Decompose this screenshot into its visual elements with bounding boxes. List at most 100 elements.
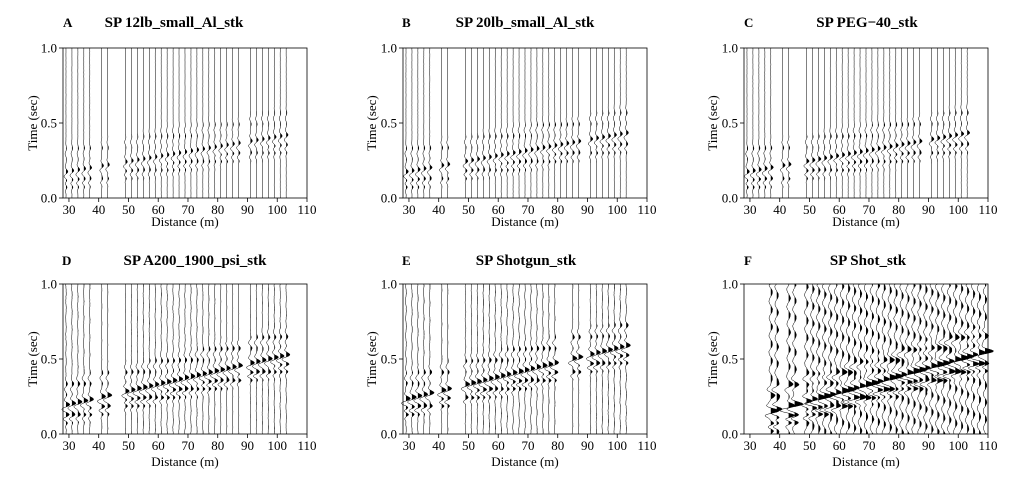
trace-fill [919,110,923,164]
x-axis-label: Distance (m) [151,214,219,229]
trace-fill [961,110,964,155]
trace-fill [985,284,994,434]
trace-wiggle [498,47,504,199]
x-tick-label: 40 [773,202,786,217]
trace-fill [65,145,68,197]
trace-fill [554,284,559,425]
seismic-trace [869,47,875,199]
seismic-trace [159,48,164,199]
trace-fill [764,145,768,190]
trace-wiggle [99,47,104,199]
seismic-trace [522,47,528,199]
seismic-trace [228,283,238,435]
x-tick-label: 100 [948,202,968,217]
trace-wiggle [492,47,498,199]
seismic-trace [895,283,907,435]
y-ticks: 0.0 0.5 1.0 [381,41,403,206]
trace-wiggle [866,283,881,435]
y-tick-label: 0.0 [381,427,397,442]
trace-wiggle [421,47,427,199]
seismic-trace [936,283,952,435]
trace-fill [871,121,875,172]
seismic-trace [147,47,152,199]
trace-fill [280,308,285,434]
seismic-trace [170,47,176,199]
trace-wiggle [409,47,415,199]
seismic-trace [194,47,200,199]
trace-fill [554,121,558,164]
trace-fill [238,112,241,164]
seismic-trace [821,47,828,199]
seismic-trace [260,47,265,199]
seismic-trace [188,47,194,199]
seismic-trace [132,283,142,435]
trace-wiggle [779,283,796,435]
seismic-trace [413,283,423,435]
trace-wiggle [919,283,931,435]
x-tick-label: 90 [581,438,594,453]
trace-fill [854,123,857,173]
trace-wiggle [151,283,160,435]
trace-wiggle [129,47,134,199]
seismic-trace [970,283,986,435]
x-tick-label: 80 [211,438,224,453]
panel-title: SP A200_1900_psi_stk [124,253,268,269]
trace-fill [566,113,569,164]
seismic-trace [206,47,211,199]
seismic-trace [923,283,939,435]
trace-wiggle [474,47,481,199]
seismic-trace [484,283,494,435]
seismic-trace [604,283,613,435]
seismic-trace [801,283,813,435]
trace-fill [967,100,970,155]
trace-wiggle [621,283,631,435]
trace-fill [626,109,629,155]
plot-area [63,47,289,199]
trace-fill [71,145,74,190]
trace-wiggle [132,283,142,435]
seismic-trace [833,283,851,435]
trace-wiggle [936,283,952,435]
seismic-trace [514,283,524,435]
trace-fill [143,133,146,181]
x-tick-label: 60 [833,438,846,453]
trace-fill [836,284,842,434]
y-ticks: 0.0 0.5 1.0 [41,41,63,206]
seismic-trace [593,47,600,199]
seismic-trace [498,47,504,199]
seismic-trace [557,47,564,199]
seismic-trace [599,47,606,199]
trace-fill [519,122,522,173]
trace-fill [471,295,477,433]
trace-wiggle [472,283,482,435]
trace-fill [262,285,267,425]
x-tick-label: 30 [402,438,415,453]
seismic-trace [200,47,206,199]
trace-wiggle [510,47,516,199]
panel-d: D SP A200_1900_psi_stk 0.0 0.5 1.0 30 40 50 6… [25,253,317,469]
trace-wiggle [785,47,792,199]
trace-fill [125,134,128,181]
trace-fill [107,288,113,430]
seismic-trace [437,283,447,435]
trace-fill [542,293,548,434]
trace-wiggle [557,47,564,199]
seismic-trace [892,47,899,199]
trace-wiggle [425,283,435,435]
trace-wiggle [828,283,842,435]
seismic-trace [761,47,768,199]
trace-fill [477,296,482,434]
trace-wiggle [538,283,548,435]
trace-fill [830,125,833,181]
trace-wiggle [803,47,810,198]
trace-wiggle [168,283,178,435]
trace-fill [794,284,804,426]
trace-fill [525,122,528,172]
trace-wiggle [833,283,851,435]
x-tick-label: 60 [152,438,165,453]
plot-area [61,283,291,435]
x-axis-label: Distance (m) [832,214,900,229]
seismic-trace [866,283,881,435]
trace-fill [530,289,535,430]
trace-fill [185,284,189,428]
